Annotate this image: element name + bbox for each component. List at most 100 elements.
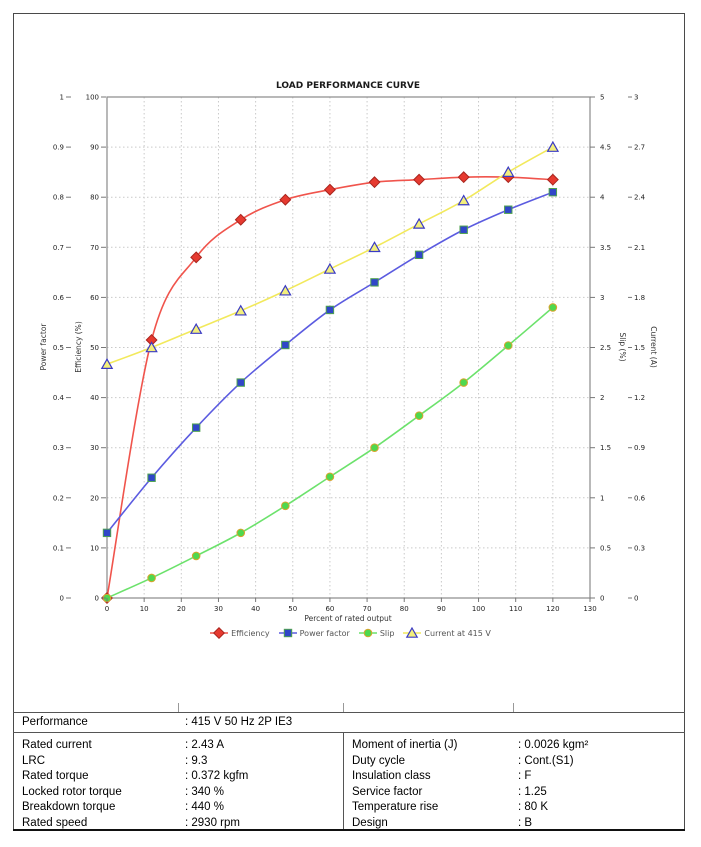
spec-label: Moment of inertia (J)	[352, 739, 458, 751]
x-tick-label: 70	[363, 605, 372, 613]
load-performance-chart: 00.10.20.30.40.50.60.70.80.9101020304050…	[39, 81, 658, 623]
efficiency-tick-label: 70	[90, 244, 99, 252]
x-tick-label: 50	[288, 605, 297, 613]
circle-icon	[358, 628, 377, 638]
diamond-icon	[210, 627, 229, 639]
spec-value: : F	[518, 770, 532, 783]
spec-value: : 440 %	[185, 801, 224, 814]
current-tick-label: 1.5	[634, 344, 645, 352]
x-tick-label: 110	[509, 605, 522, 613]
spec-value: : B	[518, 817, 533, 829]
table-col-tick	[343, 703, 344, 712]
current-tick-label: 0.6	[634, 494, 646, 502]
power_factor-tick-label: 0.2	[53, 494, 64, 502]
x-tick-label: 60	[325, 605, 334, 613]
efficiency-series	[100, 171, 559, 605]
slip-tick-label: 4.5	[600, 144, 611, 152]
performance-label: Performance	[22, 716, 88, 728]
power_factor-tick-label: 0.9	[53, 144, 64, 152]
legend-item-efficiency: Efficiency	[210, 627, 270, 639]
current-tick-label: 0.9	[634, 444, 645, 452]
slip-tick-label: 2.5	[600, 344, 611, 352]
x-tick-label: 120	[546, 605, 559, 613]
spec-label: Rated torque	[22, 770, 89, 783]
spec-label: Rated speed	[22, 817, 88, 829]
spec-label: LRC	[22, 754, 46, 767]
power_factor-tick-label: 0.6	[53, 294, 65, 302]
power_factor-tick-label: 0.1	[53, 544, 64, 552]
legend-item-slip: Slip	[358, 627, 394, 639]
current-tick-label: 3	[634, 94, 638, 102]
x-tick-label: 30	[214, 605, 223, 613]
slip-tick-label: 4	[600, 194, 605, 202]
current-tick-label: 1.2	[634, 394, 645, 402]
power_factor-tick-label: 0.5	[53, 344, 64, 352]
spec-value: : 340 %	[185, 785, 224, 798]
power-factor-series	[102, 187, 558, 538]
slip-tick-label: 0	[600, 595, 604, 603]
spec-label: Service factor	[352, 785, 423, 798]
spec-label: Insulation class	[352, 770, 431, 783]
efficiency-tick-label: 10	[90, 544, 99, 552]
current-at-415-v-series	[100, 140, 560, 369]
spec-label: Duty cycle	[352, 754, 406, 767]
current-tick-label: 0	[634, 595, 638, 603]
efficiency-tick-label: 50	[90, 344, 99, 352]
table-col-tick	[513, 703, 514, 712]
efficiency-tick-label: 0	[95, 595, 99, 603]
spec-value: : 0.0026 kgm²	[518, 739, 589, 751]
triangle-icon	[403, 627, 422, 638]
x-tick-label: 0	[105, 605, 109, 613]
x-tick-label: 130	[583, 605, 596, 613]
spec-label: Rated current	[22, 739, 92, 751]
spec-value: : 80 K	[518, 801, 549, 814]
x-tick-label: 40	[251, 605, 260, 613]
legend-item-current-at-415-v: Current at 415 V	[403, 627, 491, 639]
table-top-rule	[13, 712, 685, 713]
slip-series	[102, 303, 558, 603]
power_factor-tick-label: 0.8	[53, 194, 64, 202]
series-curves	[100, 140, 560, 605]
performance-value: : 415 V 50 Hz 2P IE3	[185, 716, 293, 728]
chart-legend: Efficiency Power factor Slip Current at 415…	[0, 627, 701, 639]
axes-ticks: 00.10.20.30.40.50.60.70.80.9101020304050…	[53, 94, 646, 614]
efficiency-tick-label: 40	[90, 394, 99, 402]
slip-tick-label: 1.5	[600, 444, 611, 452]
slip-tick-label: 0.5	[600, 544, 611, 552]
spec-value: : 2.43 A	[185, 739, 225, 751]
slip-tick-label: 3.5	[600, 244, 611, 252]
table-bottom-rule	[13, 829, 685, 831]
power_factor-tick-label: 0.7	[53, 244, 64, 252]
power_factor-tick-label: 0.3	[53, 444, 64, 452]
x-axis-title: Percent of rated output	[304, 614, 391, 623]
efficiency-tick-label: 80	[90, 194, 99, 202]
chart-title: LOAD PERFORMANCE CURVE	[276, 81, 420, 91]
legend-label: Efficiency	[231, 628, 270, 638]
efficiency-tick-label: 100	[86, 94, 99, 102]
current-tick-label: 2.7	[634, 144, 645, 152]
current-tick-label: 2.4	[634, 194, 646, 202]
x-tick-label: 80	[400, 605, 409, 613]
current-tick-label: 2.1	[634, 244, 645, 252]
spec-label: Breakdown torque	[22, 801, 116, 814]
power_factor-tick-label: 0	[60, 595, 64, 603]
efficiency-tick-label: 30	[90, 444, 99, 452]
slip-tick-label: 1	[600, 494, 604, 502]
efficiency-tick-label: 90	[90, 144, 99, 152]
efficiency-tick-label: 20	[90, 494, 99, 502]
x-tick-label: 20	[177, 605, 186, 613]
spec-value: : 0.372 kgfm	[185, 770, 249, 783]
spec-value: : 9.3	[185, 754, 208, 767]
spec-label: Locked rotor torque	[22, 785, 122, 798]
legend-label: Current at 415 V	[424, 628, 491, 638]
spec-value: : Cont.(S1)	[518, 754, 574, 767]
legend-item-power-factor: Power factor	[278, 627, 350, 639]
power_factor-tick-label: 1	[60, 94, 64, 102]
table-col-tick	[178, 703, 179, 712]
slip-axis-title: Slip (%)	[618, 332, 627, 361]
power-factor-axis-title: Power factor	[39, 323, 48, 371]
spec-label: Design	[352, 817, 388, 829]
current-tick-label: 1.8	[634, 294, 645, 302]
efficiency-tick-label: 60	[90, 294, 99, 302]
x-tick-label: 90	[437, 605, 446, 613]
